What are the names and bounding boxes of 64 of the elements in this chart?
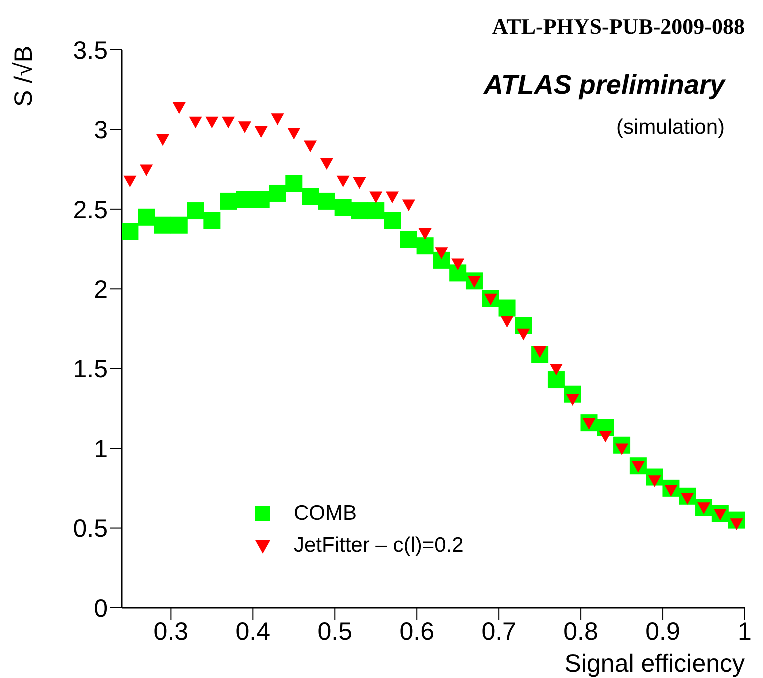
point	[353, 177, 366, 190]
y-tick-label: 0.5	[73, 515, 108, 544]
point	[172, 102, 186, 114]
x-tick-label: 0.8	[564, 618, 598, 646]
point	[154, 216, 172, 234]
point	[288, 128, 301, 140]
y-tick-label: 1	[94, 435, 108, 464]
point	[222, 116, 236, 129]
point	[500, 316, 514, 328]
point	[320, 158, 334, 170]
x-tick-label: 0.4	[236, 618, 271, 646]
x-tick-label: 1	[738, 618, 752, 646]
point	[386, 192, 400, 204]
point	[336, 176, 350, 188]
legend-label: JetFitter – c(l)=0.2	[294, 534, 464, 558]
point	[368, 202, 385, 220]
point	[269, 184, 286, 202]
point	[156, 134, 170, 146]
point	[416, 238, 434, 255]
point	[124, 176, 137, 188]
legend-label: COMB	[294, 502, 357, 526]
x-tick-label: 0.5	[318, 618, 353, 646]
x-tick-label: 0.6	[400, 618, 434, 646]
annotation: ATLAS preliminary	[484, 70, 725, 101]
point	[138, 208, 156, 226]
point	[189, 116, 202, 129]
point	[254, 126, 268, 138]
y-tick-label: 1.5	[73, 356, 108, 384]
y-tick-label: 0	[94, 594, 108, 623]
y-axis-title: S /√B	[10, 46, 39, 107]
point	[548, 372, 565, 389]
point	[206, 116, 219, 129]
point	[220, 192, 238, 210]
point	[517, 328, 530, 341]
point	[122, 223, 139, 240]
point	[384, 212, 402, 230]
y-tick-label: 2.5	[73, 196, 108, 224]
point	[498, 300, 516, 317]
point	[271, 114, 284, 126]
x-tick-label: 0.9	[646, 618, 680, 646]
point	[599, 430, 612, 443]
point	[187, 202, 204, 220]
point	[418, 228, 432, 240]
point	[304, 140, 318, 152]
point	[140, 164, 154, 176]
point	[402, 200, 416, 212]
chart-title: ATL-PHYS-PUB-2009-088	[492, 14, 745, 40]
point	[370, 192, 383, 204]
point	[450, 264, 467, 282]
point	[400, 231, 418, 248]
annotation: (simulation)	[616, 116, 725, 140]
y-tick-label: 2	[94, 276, 108, 304]
point	[238, 122, 252, 134]
x-tick-label: 0.3	[154, 618, 189, 646]
point	[286, 175, 303, 192]
y-tick-label: 3.5	[73, 36, 108, 65]
y-tick-label: 3	[94, 116, 108, 145]
point	[204, 212, 221, 230]
point	[452, 258, 465, 270]
point	[170, 216, 188, 234]
x-axis-title: Signal efficiency	[564, 650, 745, 678]
point	[550, 364, 563, 376]
point	[302, 188, 320, 206]
x-tick-label: 0.7	[482, 618, 516, 646]
